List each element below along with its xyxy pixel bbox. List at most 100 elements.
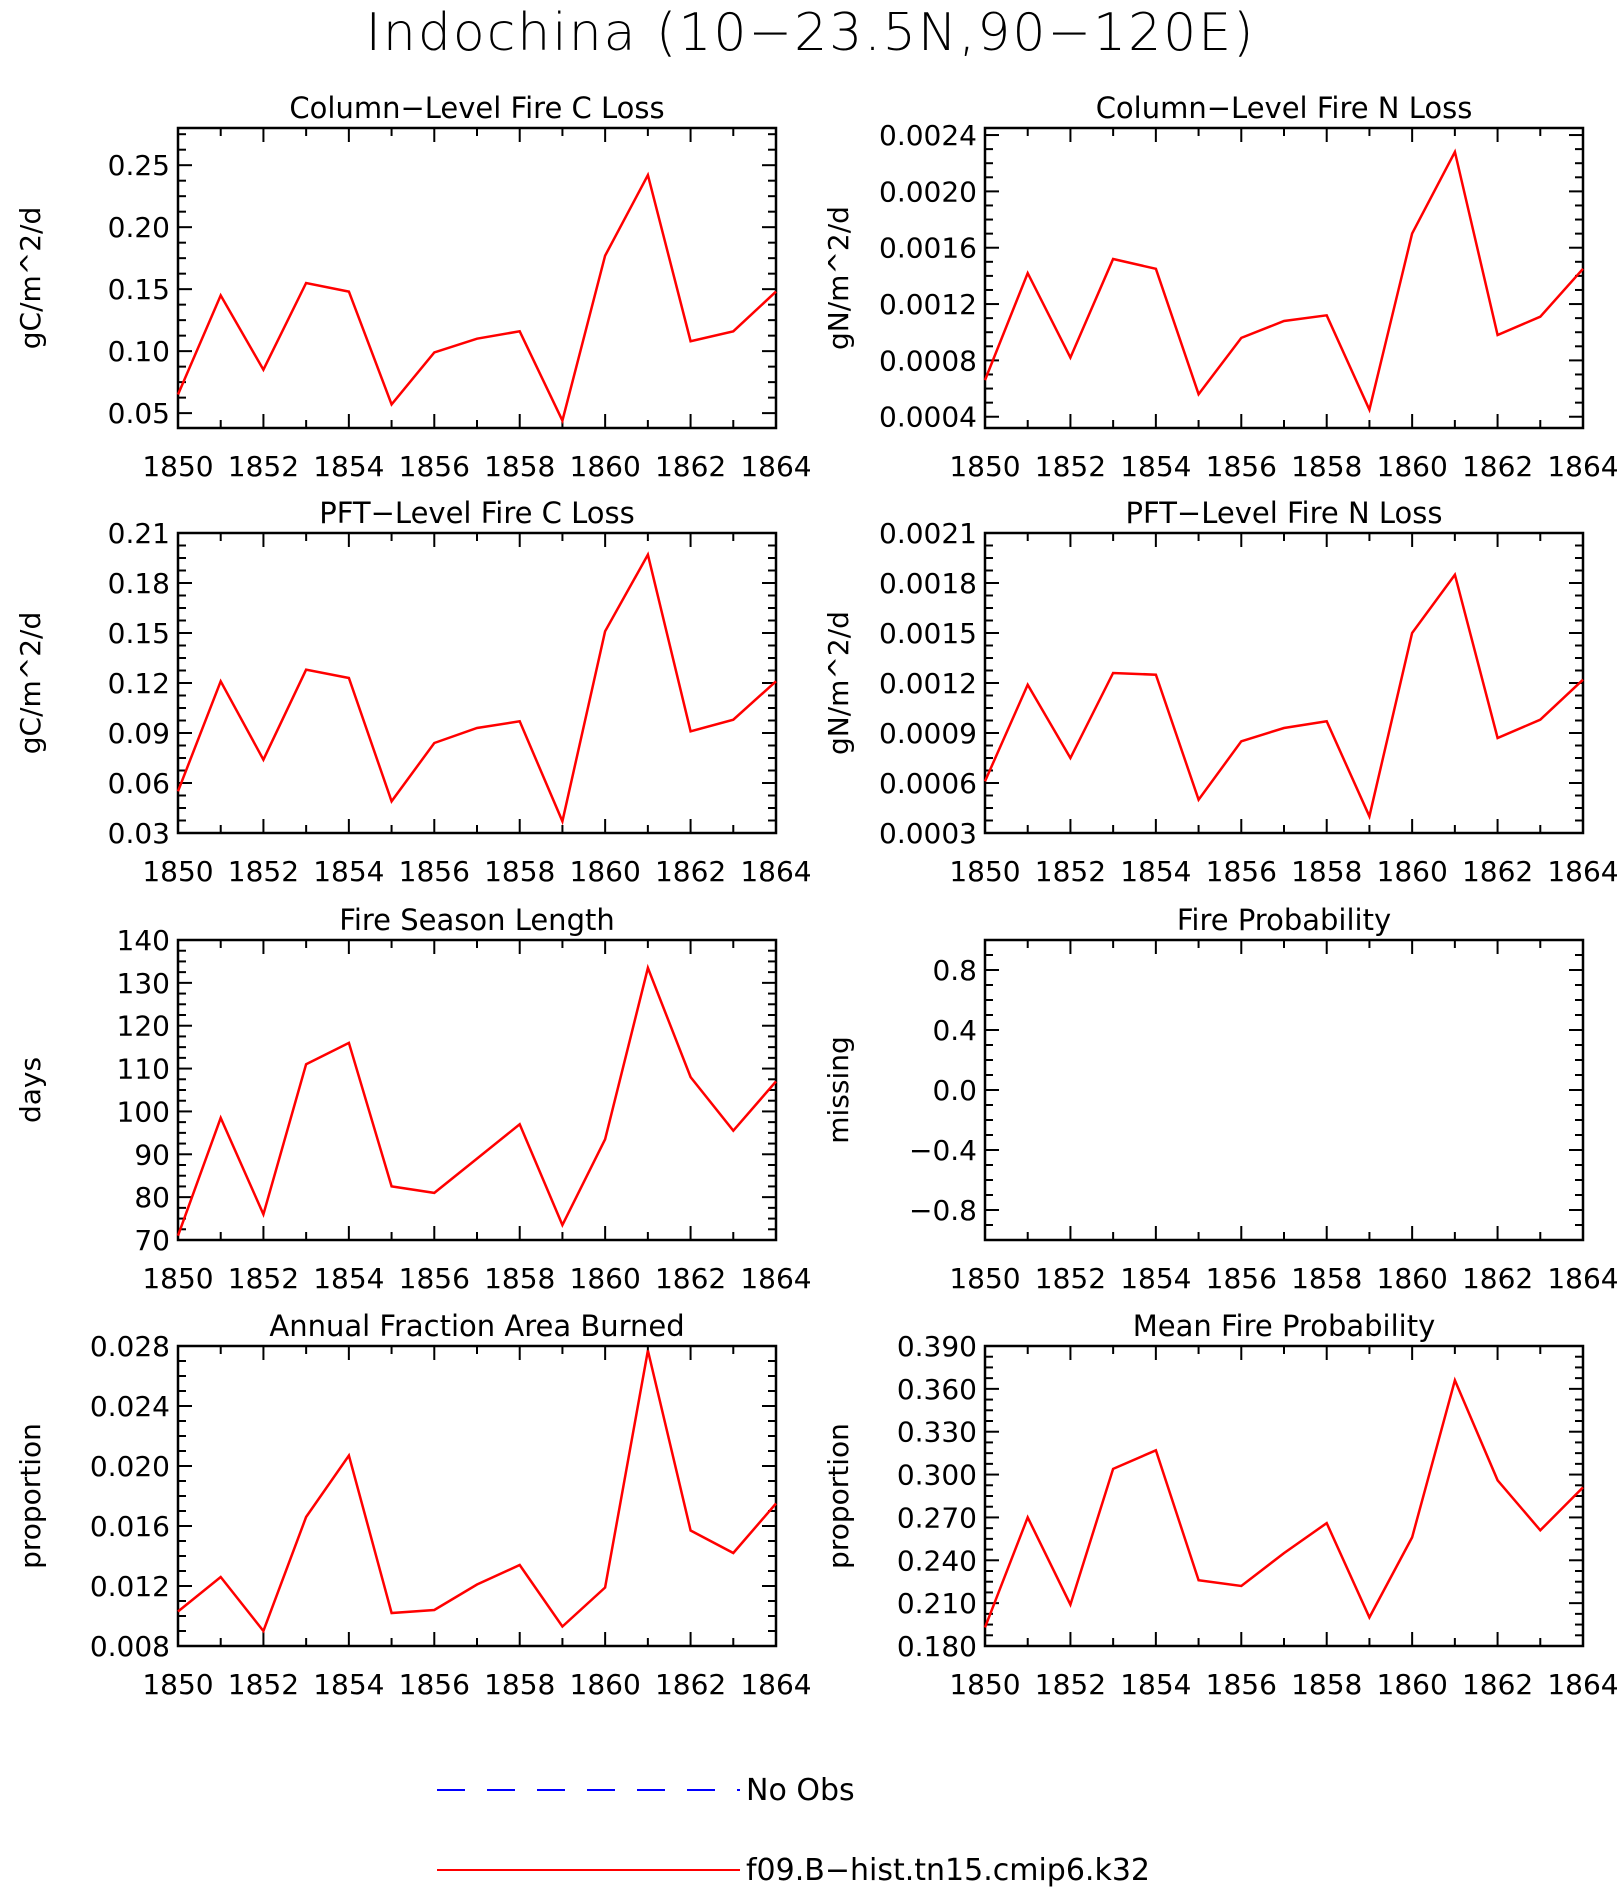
chart-panel-8: 1850 1852 1854 1856 1858 1860 1862 1864 0.180 0.2… [822,1309,1619,1701]
x-tick-label: 1862 [1462,1262,1533,1295]
chart-panel-7: 1850 1852 1854 1856 1858 1860 1862 1864 0.008 0.0… [14,1309,812,1701]
x-tick-label: 1856 [399,855,470,888]
x-tick-label: 1856 [1206,1668,1277,1701]
series-line-model [176,551,777,826]
chart-panel-1: 1850 1852 1854 1856 1858 1860 1862 1864 0.05 0.10… [14,91,812,483]
x-tick-label: 1864 [740,450,811,483]
y-tick-label: 0.0006 [879,767,977,800]
x-tick-label: 1852 [1035,1668,1106,1701]
y-tick-label: 0.06 [108,767,170,800]
legend-label-obs: No Obs [746,1773,855,1808]
x-tick-label: 1860 [570,450,641,483]
y-axis-label: missing [822,1036,855,1144]
x-tick-label: 1856 [399,1668,470,1701]
x-tick-label: 1852 [228,1262,299,1295]
y-tick-label: 0.21 [108,517,170,550]
plot-frame [983,126,1585,430]
x-tick-label: 1854 [1120,1262,1191,1295]
series-line-model [983,571,1584,821]
plot-frame [983,531,1585,835]
y-tick-label: 0.4 [932,1014,977,1047]
x-tick-label: 1858 [484,1262,555,1295]
y-axis-label: days [14,1057,47,1123]
y-tick-label: 0.330 [897,1416,977,1449]
y-tick-label: 0.0004 [879,401,977,434]
panel-title: Mean Fire Probability [1133,1309,1436,1343]
x-tick-label: 1858 [484,450,555,483]
series-line-model [177,1350,777,1634]
y-tick-label: 0.028 [90,1330,170,1363]
x-tick-label: 1862 [1462,450,1533,483]
x-tick-label: 1864 [740,1668,811,1701]
x-tick-label: 1850 [949,1668,1020,1701]
x-tick-label: 1862 [655,450,726,483]
plot-frame [176,1344,778,1648]
y-tick-label: 110 [117,1053,170,1086]
x-tick-label: 1864 [1547,450,1618,483]
x-tick-label: 1856 [399,1262,470,1295]
x-tick-label: 1852 [1035,1262,1106,1295]
y-tick-label: 0.05 [108,397,170,430]
y-tick-label: 0.09 [108,717,170,750]
x-tick-label: 1864 [1547,855,1618,888]
y-tick-label: 0.0016 [879,232,977,265]
series-line-model [176,171,777,425]
y-tick-label: 100 [117,1095,170,1128]
plot-frame [176,126,778,430]
figure-title: Indochina (10−23.5N,90−120E) [365,3,1256,63]
series-line-model [176,963,777,1237]
chart-panel-3: 1850 1852 1854 1856 1858 1860 1862 1864 0.03 0.06… [14,496,812,888]
chart-panel-5: 1850 1852 1854 1856 1858 1860 1862 1864 70 80 90 10… [14,903,812,1295]
y-tick-label: 140 [117,924,170,957]
x-tick-label: 1856 [1206,855,1277,888]
y-tick-label: 0.12 [108,667,170,700]
y-axis-label: gC/m^2/d [14,207,47,350]
x-tick-label: 1862 [655,1262,726,1295]
x-tick-label: 1862 [1462,1668,1533,1701]
plot-frame [983,1344,1585,1648]
y-tick-label: 70 [134,1224,170,1257]
panel-title: Annual Fraction Area Burned [269,1309,684,1343]
y-tick-label: 0.008 [90,1630,170,1663]
y-tick-label: 0.360 [897,1373,977,1406]
x-tick-label: 1860 [570,855,641,888]
chart-panel-2: 1850 1852 1854 1856 1858 1860 1862 1864 0.0004 0.… [822,91,1619,483]
x-tick-label: 1860 [1377,450,1448,483]
legend-label-model: f09.B−hist.tn15.cmip6.k32 [746,1853,1150,1888]
y-tick-label: 0.15 [108,273,170,306]
y-axis-label: gC/m^2/d [14,612,47,755]
y-tick-label: 130 [117,967,170,1000]
y-tick-label: 0.020 [90,1450,170,1483]
x-tick-label: 1854 [1120,1668,1191,1701]
x-tick-label: 1854 [313,450,384,483]
x-tick-label: 1858 [1291,855,1362,888]
y-tick-label: 0.0012 [879,667,977,700]
y-tick-label: −0.8 [909,1194,977,1227]
y-tick-label: 0.0008 [879,344,977,377]
y-tick-label: 0.20 [108,211,170,244]
chart-panel-6: 1850 1852 1854 1856 1858 1860 1862 1864 −0.8 −0.4… [822,903,1619,1295]
y-tick-label: 0.210 [897,1587,977,1620]
x-tick-label: 1858 [484,855,555,888]
x-tick-label: 1860 [1377,1262,1448,1295]
x-tick-label: 1850 [949,855,1020,888]
y-tick-label: 80 [134,1181,170,1214]
panel-title: Fire Season Length [339,903,614,937]
x-tick-label: 1858 [484,1668,555,1701]
x-tick-label: 1856 [1206,450,1277,483]
x-tick-label: 1852 [228,450,299,483]
y-tick-label: 120 [117,1010,170,1043]
x-tick-label: 1862 [1462,855,1533,888]
x-tick-label: 1858 [1291,1262,1362,1295]
y-tick-label: 0.390 [897,1330,977,1363]
y-tick-label: 0.180 [897,1630,977,1663]
y-tick-label: 0.15 [108,617,170,650]
y-tick-label: 0.024 [90,1390,170,1423]
x-tick-label: 1852 [228,855,299,888]
y-tick-label: 0.8 [932,954,977,987]
x-tick-label: 1852 [1035,450,1106,483]
y-tick-label: 0.0012 [879,288,977,321]
panel-title: Fire Probability [1177,903,1391,937]
x-tick-label: 1854 [1120,450,1191,483]
